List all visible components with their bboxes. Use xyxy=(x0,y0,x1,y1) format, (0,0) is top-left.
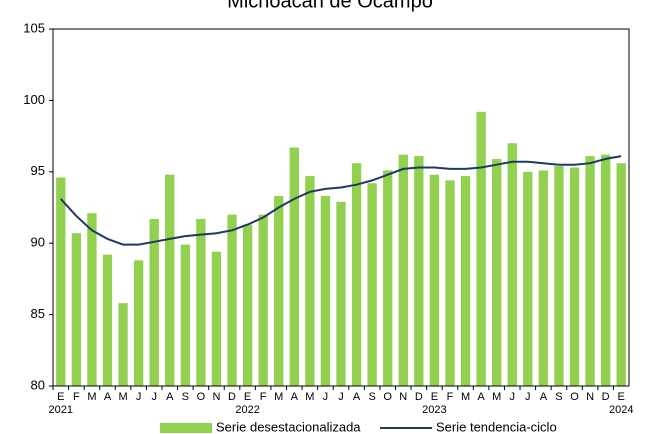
y-tick-label: 95 xyxy=(31,163,45,178)
bar xyxy=(398,154,408,386)
bar xyxy=(56,177,66,386)
bar xyxy=(429,174,440,386)
bar xyxy=(523,171,533,386)
bar xyxy=(289,147,299,386)
y-tick-label: 105 xyxy=(23,20,45,35)
y-tick-label: 90 xyxy=(31,235,45,250)
bar xyxy=(585,156,595,386)
x-tick-label: O xyxy=(383,391,392,403)
x-tick-label: S xyxy=(368,391,375,403)
trend-line xyxy=(60,155,622,246)
bar xyxy=(320,196,331,386)
x-tick-label: M xyxy=(118,391,127,403)
bar xyxy=(227,214,237,386)
bar xyxy=(600,154,611,386)
x-tick-label: J xyxy=(151,391,157,403)
x-tick-label: E xyxy=(431,391,438,403)
y-tick-label: 80 xyxy=(31,377,45,392)
x-tick-label: A xyxy=(540,391,548,403)
bar xyxy=(211,251,222,386)
bar xyxy=(507,143,517,386)
bar xyxy=(367,183,377,386)
x-tick-label: M xyxy=(492,391,501,403)
bar xyxy=(460,176,471,386)
plot-frame xyxy=(52,28,630,387)
x-tick-label: A xyxy=(291,391,299,403)
bar xyxy=(180,244,190,386)
bar xyxy=(554,166,564,386)
x-tick-label: A xyxy=(477,391,485,403)
x-tick-label: E xyxy=(57,391,64,403)
x-tick-label: J xyxy=(323,391,329,403)
x-tick-label: F xyxy=(260,391,267,403)
x-tick-label: O xyxy=(197,391,206,403)
x-tick-label: J xyxy=(525,391,531,403)
x-tick-label: A xyxy=(166,391,174,403)
year-label: 2024 xyxy=(609,404,633,416)
bar xyxy=(616,163,626,386)
x-tick-label: J xyxy=(136,391,142,403)
bar xyxy=(133,260,144,386)
bar xyxy=(165,174,175,386)
x-tick-label: M xyxy=(305,391,314,403)
bar xyxy=(492,158,502,386)
x-tick-label: A xyxy=(353,391,361,403)
year-label: 2022 xyxy=(235,404,259,416)
legend-label: Serie desestacionalizada xyxy=(216,419,361,434)
x-tick-label: D xyxy=(415,391,423,403)
bar xyxy=(87,213,97,386)
y-tick-label: 100 xyxy=(23,92,45,107)
bar xyxy=(383,170,393,386)
x-tick-label: D xyxy=(602,391,610,403)
bar xyxy=(351,163,362,386)
x-tick-label: O xyxy=(570,391,579,403)
bar xyxy=(118,303,128,386)
x-tick-label: E xyxy=(244,391,251,403)
bar xyxy=(414,156,424,386)
x-tick-label: E xyxy=(618,391,625,403)
y-tick-label: 85 xyxy=(31,306,45,321)
bar xyxy=(71,233,82,386)
bar xyxy=(149,218,159,386)
x-tick-label: S xyxy=(182,391,189,403)
legend-swatch xyxy=(160,423,212,433)
bar xyxy=(476,111,486,386)
x-tick-label: A xyxy=(104,391,112,403)
x-tick-label: M xyxy=(461,391,470,403)
x-tick-label: M xyxy=(87,391,96,403)
x-tick-label: M xyxy=(274,391,283,403)
bar xyxy=(336,201,346,386)
bar xyxy=(196,218,206,386)
bar xyxy=(258,214,268,386)
bar xyxy=(538,170,549,386)
bar xyxy=(305,176,315,386)
x-tick-label: S xyxy=(555,391,562,403)
bar xyxy=(274,196,284,386)
x-tick-label: F xyxy=(447,391,454,403)
x-tick-label: N xyxy=(399,391,407,403)
bar xyxy=(445,180,455,386)
bar xyxy=(242,224,253,386)
bar xyxy=(569,167,580,386)
x-tick-label: N xyxy=(212,391,220,403)
bar xyxy=(102,254,113,386)
chart-title: Michoacán de Ocampo xyxy=(227,0,433,12)
legend-label: Serie tendencia-ciclo xyxy=(436,419,557,434)
x-tick-label: J xyxy=(509,391,515,403)
x-tick-label: N xyxy=(586,391,594,403)
year-label: 2023 xyxy=(422,404,446,416)
x-tick-label: D xyxy=(228,391,236,403)
year-label: 2021 xyxy=(49,404,73,416)
x-tick-label: J xyxy=(338,391,344,403)
x-tick-label: F xyxy=(73,391,80,403)
